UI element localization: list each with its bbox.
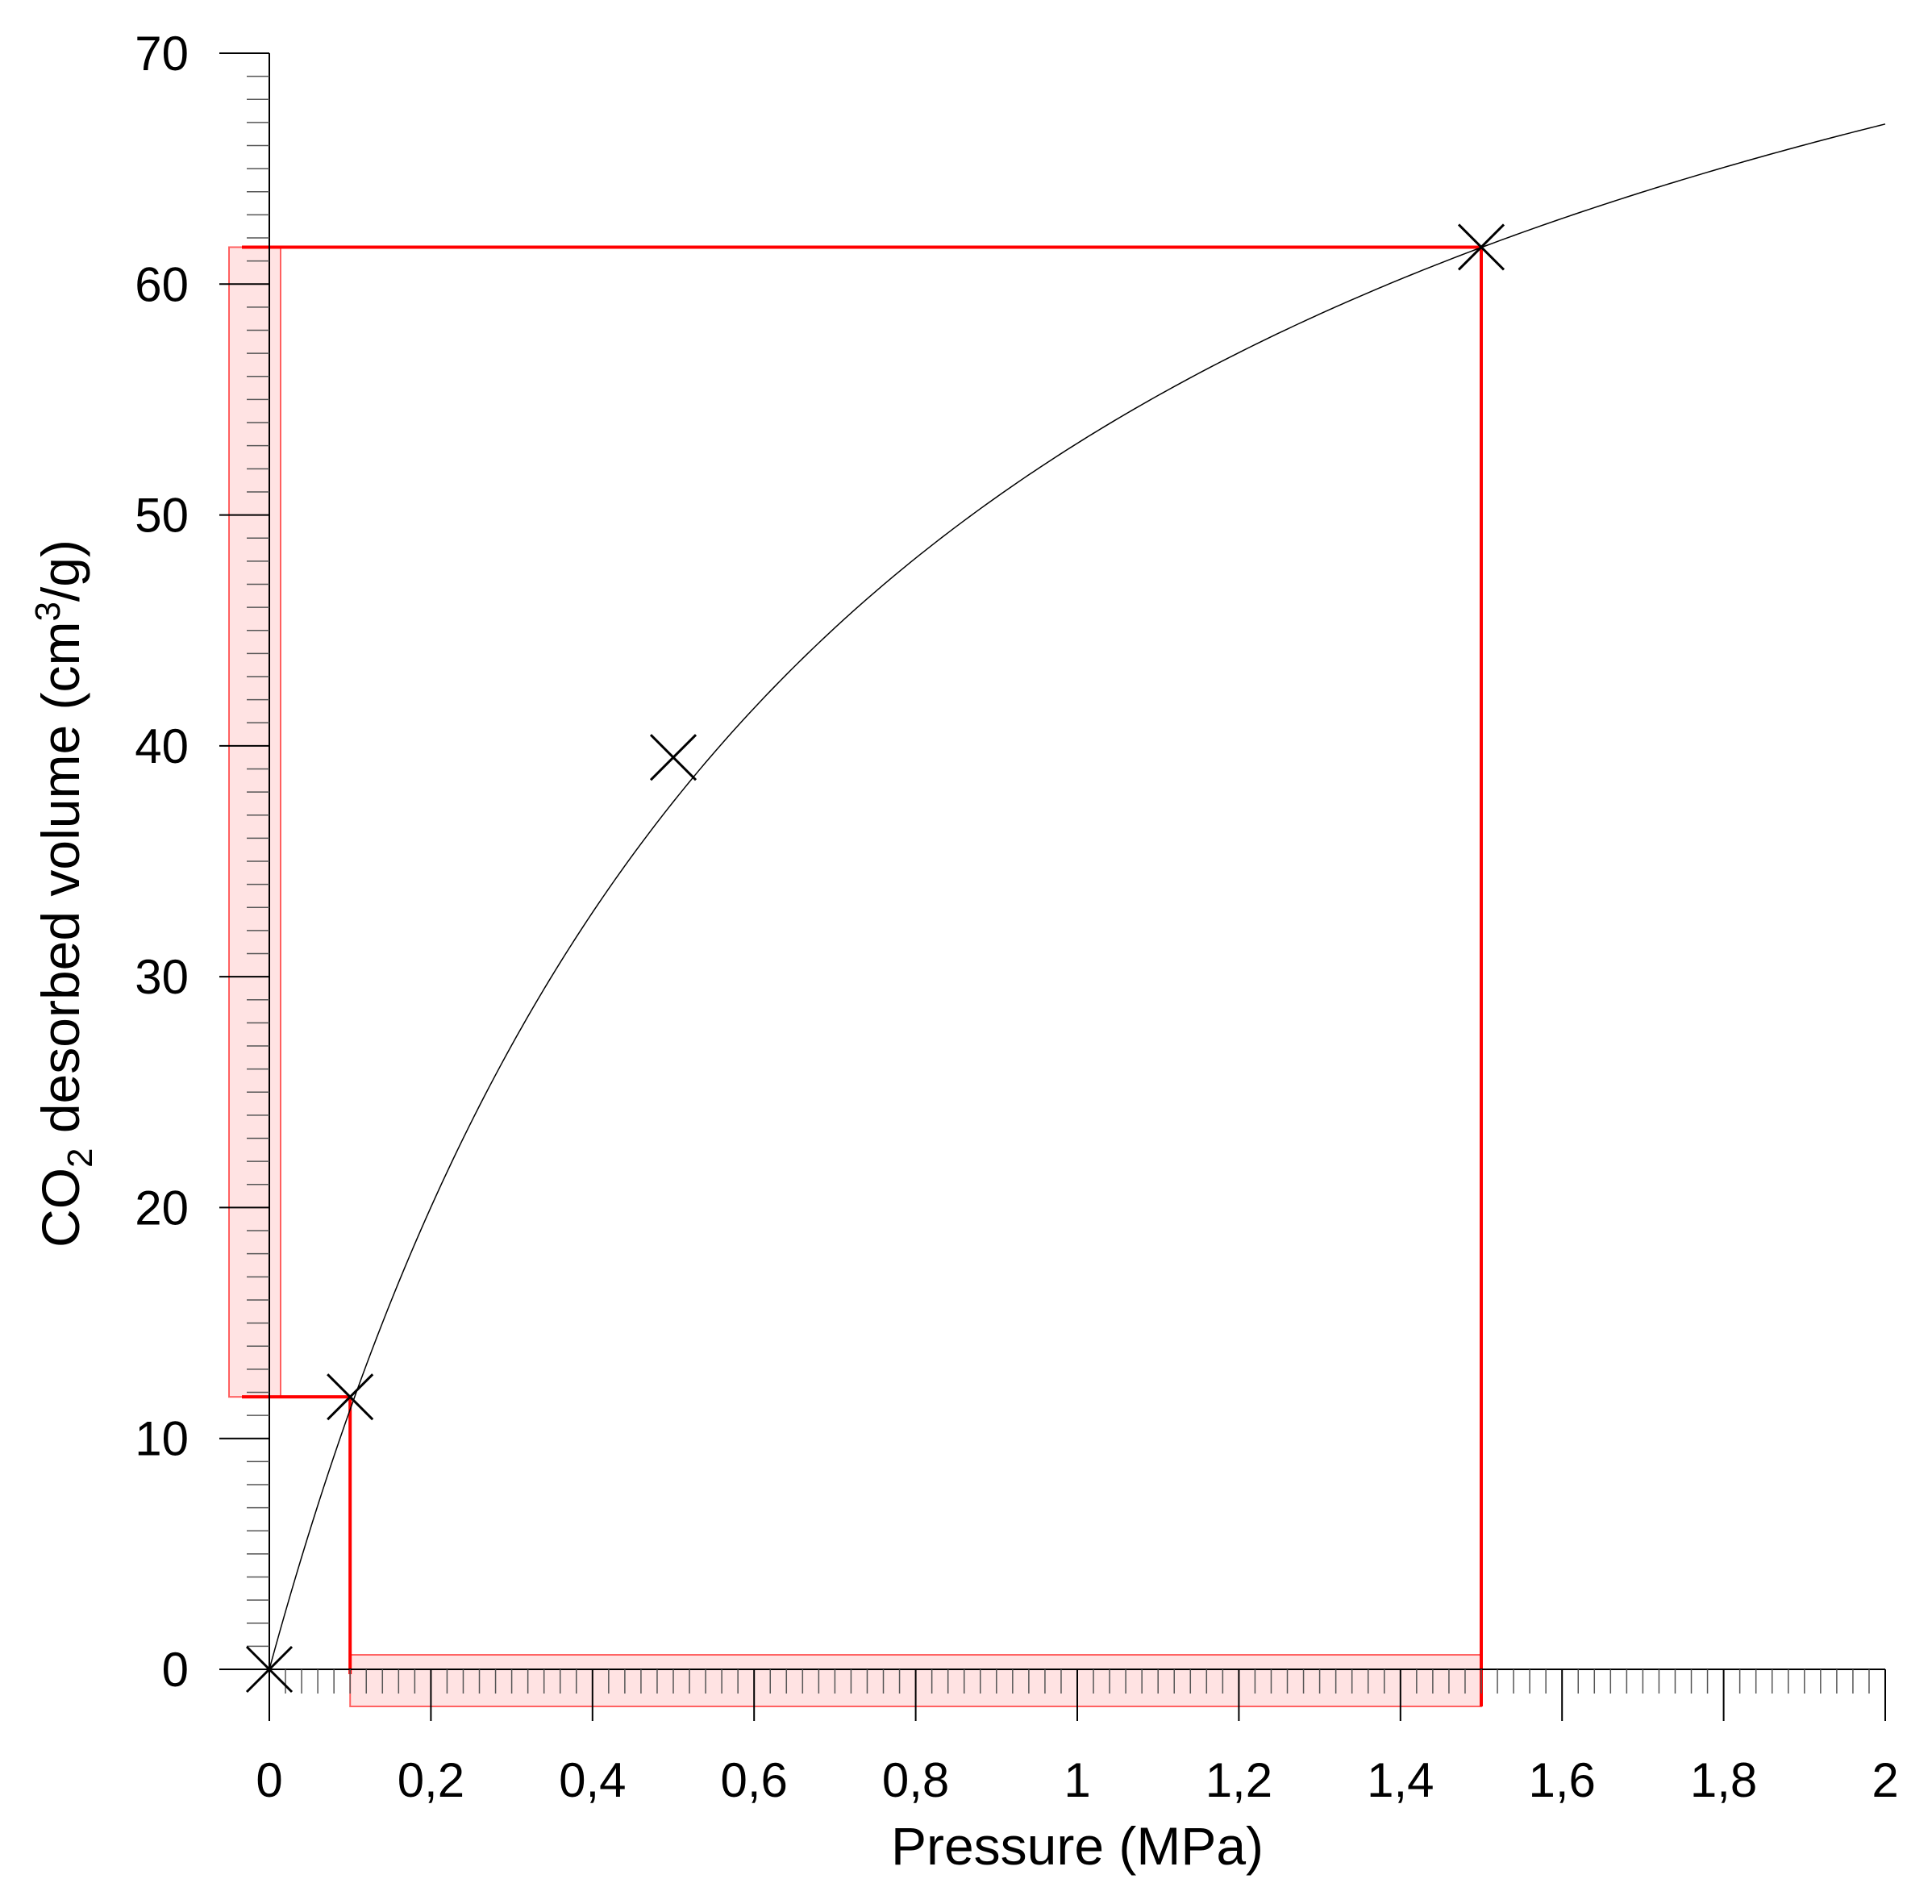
data-points xyxy=(245,223,1505,1694)
data-point-stroke xyxy=(245,1645,294,1694)
x-axis-title: Pressure (MPa) xyxy=(891,1816,1264,1876)
data-point xyxy=(649,734,697,781)
x-tick-label: 1,2 xyxy=(1205,1753,1272,1807)
data-point-stroke xyxy=(649,734,697,781)
data-point xyxy=(1457,223,1505,271)
x-tick-label: 0,4 xyxy=(559,1753,626,1807)
x-tick-label: 1,4 xyxy=(1367,1753,1434,1807)
data-point-stroke xyxy=(1457,223,1505,271)
y-axis-title: CO2 desorbed volume (cm3/g) xyxy=(28,540,100,1248)
axes xyxy=(219,52,1886,1721)
y-tick-label: 0 xyxy=(162,1643,189,1697)
data-point xyxy=(245,1645,294,1694)
y-tick-label: 60 xyxy=(135,257,189,311)
data-point-stroke xyxy=(327,1373,374,1421)
annotation-layer xyxy=(228,245,1483,1707)
y-axis-title-prefix: CO xyxy=(31,1168,90,1248)
tick-labels: 0 10 20 30 40 50 60 70 0 0,2 0,4 0,6 0,8 1 1,2 1,4 1,6 1,… xyxy=(135,27,1898,1807)
x-tick-label: 1,8 xyxy=(1690,1753,1757,1807)
x-tick-label: 1,6 xyxy=(1528,1753,1595,1807)
fit-curve xyxy=(269,123,1886,1670)
y-axis-title-superscript: 3 xyxy=(28,602,68,621)
x-tick-label: 0 xyxy=(256,1753,282,1807)
y-tick-label: 10 xyxy=(135,1412,189,1466)
y-tick-label: 20 xyxy=(135,1181,189,1235)
data-point xyxy=(327,1373,374,1421)
y-range-highlight xyxy=(228,246,281,1398)
x-tick-label: 2 xyxy=(1872,1753,1898,1807)
y-axis-title-middle: desorbed volume (cm xyxy=(31,622,90,1148)
x-tick-label: 0,2 xyxy=(398,1753,464,1807)
y-axis-title-suffix: /g) xyxy=(31,540,90,602)
y-tick-label: 30 xyxy=(135,950,189,1004)
y-tick-label: 40 xyxy=(135,719,189,773)
y-tick-label: 50 xyxy=(135,489,189,543)
x-tick-label: 0,6 xyxy=(720,1753,787,1807)
y-axis-title-subscript: 2 xyxy=(60,1148,100,1167)
x-tick-label: 1 xyxy=(1064,1753,1090,1807)
y-tick-label: 70 xyxy=(135,27,189,81)
x-tick-label: 0,8 xyxy=(882,1753,949,1807)
